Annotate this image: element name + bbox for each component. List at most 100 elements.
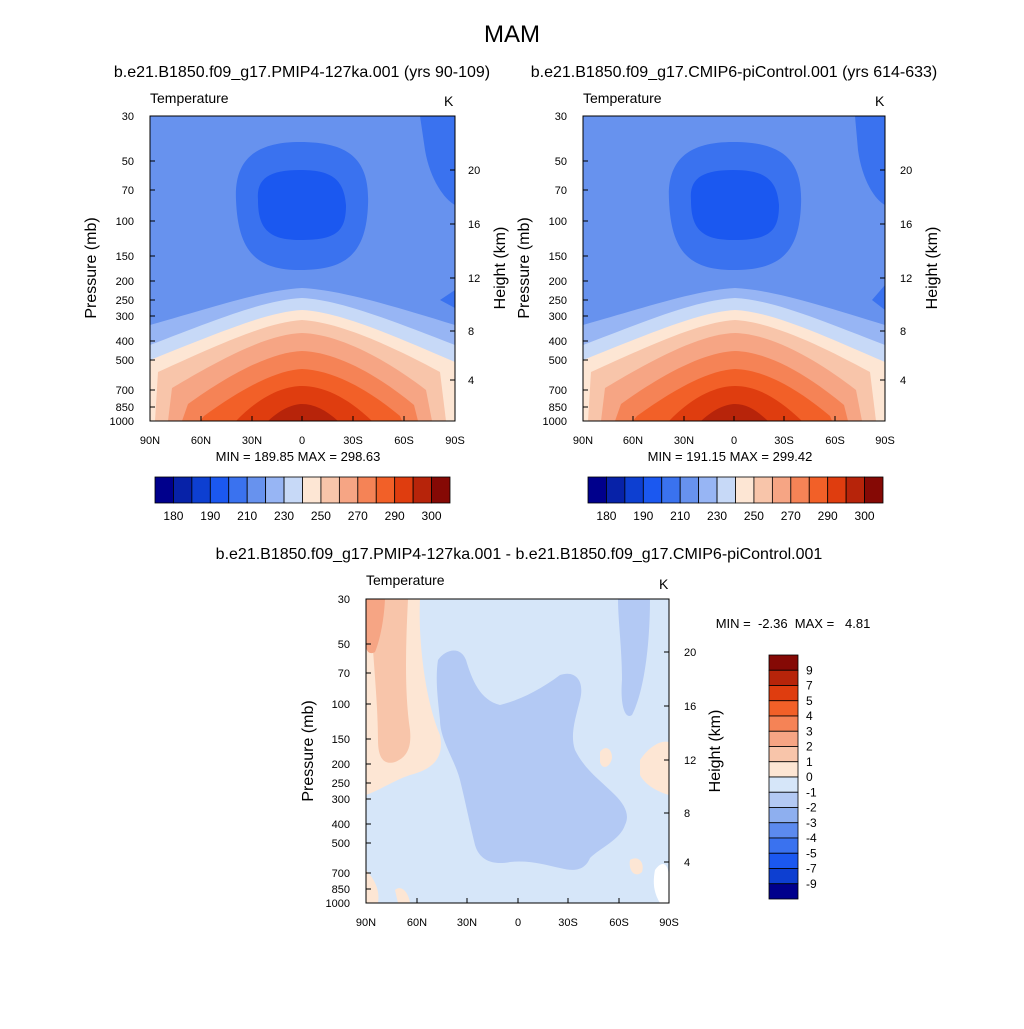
panel3-x-tick-labels: 90N 60N 30N 0 30S 60S 90S [356, 917, 679, 929]
colorbar-label: 210 [670, 509, 690, 523]
y-tick-label: 30 [555, 111, 567, 123]
colorbar-swatch [768, 654, 799, 671]
colorbar-label: 190 [633, 509, 653, 523]
colorbar-swatch [768, 730, 799, 747]
colorbar-swatch [209, 476, 230, 504]
colorbar-swatch [768, 883, 799, 900]
x-tick-label: 60N [191, 435, 211, 447]
panel2-min-max: MIN = 191.15 MAX = 299.42 [648, 449, 813, 464]
colorbar-swatch [768, 761, 799, 778]
panel2-contours [583, 116, 885, 421]
colorbar-label: 250 [744, 509, 764, 523]
x-tick-label: 90N [356, 917, 376, 929]
colorbar-label: 270 [348, 509, 368, 523]
colorbar-label: 230 [707, 509, 727, 523]
panel1-contours [150, 116, 455, 421]
colorbar-label: 180 [596, 509, 616, 523]
colorbar-swatch [173, 476, 193, 504]
x-tick-label: 60S [609, 917, 629, 929]
colorbar-swatch [768, 700, 799, 717]
colorbar-swatch [771, 476, 792, 504]
y-tick-label: 850 [116, 402, 134, 414]
colorbar-swatch [394, 476, 414, 504]
panel3-contours [366, 599, 669, 903]
y-tick-label: 200 [332, 759, 350, 771]
colorbar-label: -7 [806, 862, 817, 876]
colorbar-swatch [642, 476, 663, 504]
height-tick-label: 8 [684, 808, 690, 820]
panel1-colorbar: 180 190 210 230 250 270 290 300 [154, 476, 451, 523]
y-tick-label: 500 [116, 355, 134, 367]
x-tick-label: 60S [394, 435, 414, 447]
panel1-y-tick-labels: 30 50 70 100 150 200 250 300 400 500 700… [110, 111, 134, 428]
y-tick-label: 200 [549, 276, 567, 288]
colorbar-swatch [412, 476, 432, 504]
colorbar-swatch [768, 715, 799, 732]
y-tick-label: 850 [549, 402, 567, 414]
colorbar-swatch [302, 476, 322, 504]
x-tick-label: 0 [731, 435, 737, 447]
panel2-plot [582, 115, 886, 422]
height-tick-label: 12 [468, 273, 480, 285]
panel2-y-tick-labels: 30 50 70 100 150 200 250 300 400 500 700… [543, 111, 567, 428]
y-tick-label: 50 [122, 156, 134, 168]
panel1-x-tick-labels: 90N 60N 30N 0 30S 60S 90S [140, 435, 465, 447]
y-tick-label: 400 [332, 819, 350, 831]
panel1-units: K [444, 93, 454, 109]
panel3-ticks [365, 598, 670, 903]
colorbar-label: 290 [818, 509, 838, 523]
panel3-right-tick-labels: 20 16 12 8 4 [684, 647, 696, 869]
panel2-ylabel: Pressure (mb) [516, 217, 533, 318]
y-tick-label: 200 [116, 276, 134, 288]
colorbar-label: 300 [422, 509, 442, 523]
panel1-label: Temperature [150, 90, 229, 106]
panel3-units: K [659, 576, 669, 592]
panel3-title: b.e21.B1850.f09_g17.PMIP4-127ka.001 - b.… [216, 546, 823, 563]
colorbar-label: 210 [237, 509, 257, 523]
colorbar-swatch [246, 476, 267, 504]
y-tick-label: 50 [555, 156, 567, 168]
y-tick-label: 150 [116, 251, 134, 263]
y-tick-label: 850 [332, 884, 350, 896]
y-tick-label: 1000 [543, 416, 567, 428]
height-tick-label: 4 [684, 857, 690, 869]
height-tick-label: 20 [468, 165, 480, 177]
colorbar-label: -2 [806, 801, 817, 815]
colorbar-swatch [768, 791, 799, 808]
y-tick-label: 700 [332, 868, 350, 880]
panel3-ylabel-right: Height (km) [707, 710, 724, 793]
y-tick-label: 50 [338, 639, 350, 651]
x-tick-label: 30S [774, 435, 794, 447]
colorbar-swatch [587, 476, 607, 504]
x-tick-label: 90S [659, 917, 679, 929]
colorbar-swatch [790, 476, 810, 504]
colorbar-swatch [768, 746, 799, 763]
height-tick-label: 12 [900, 273, 912, 285]
colorbar-label: -1 [806, 785, 817, 799]
x-tick-label: 90N [573, 435, 593, 447]
x-tick-label: 30N [457, 917, 477, 929]
x-tick-label: 90N [140, 435, 160, 447]
y-tick-label: 70 [555, 185, 567, 197]
panel3-plot [365, 598, 670, 904]
panel3-label: Temperature [366, 572, 445, 588]
panel2-ylabel-right: Height (km) [924, 227, 941, 310]
y-tick-label: 1000 [326, 898, 350, 910]
colorbar-swatch [768, 776, 799, 793]
panel3-min-max: MIN = -2.36 MAX = 4.81 [716, 616, 871, 631]
y-tick-label: 300 [549, 311, 567, 323]
panel2-x-tick-labels: 90N 60N 30N 0 30S 60S 90S [573, 435, 895, 447]
height-tick-label: 20 [684, 647, 696, 659]
y-tick-label: 700 [116, 385, 134, 397]
colorbar-label: 5 [806, 694, 813, 708]
panel3-y-tick-labels: 30 50 70 100 150 200 250 300 400 500 700… [326, 594, 350, 910]
colorbar-swatch [768, 807, 799, 824]
colorbar-swatch [265, 476, 285, 504]
y-tick-label: 1000 [110, 416, 134, 428]
x-tick-label: 90S [445, 435, 465, 447]
panel1-ticks [149, 115, 456, 421]
height-tick-label: 16 [684, 701, 696, 713]
colorbar-swatch [375, 476, 396, 504]
colorbar-swatch [154, 476, 174, 504]
